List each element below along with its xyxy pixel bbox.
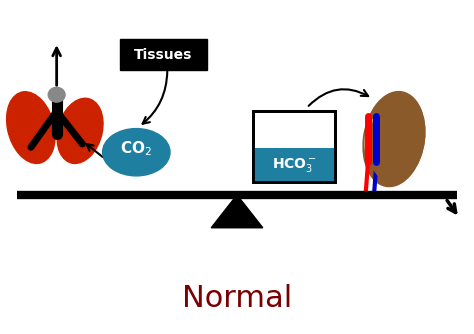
- Bar: [254, 111, 336, 182]
- Text: Tissues: Tissues: [134, 47, 192, 61]
- Polygon shape: [211, 195, 263, 228]
- Circle shape: [102, 129, 170, 176]
- FancyBboxPatch shape: [120, 39, 207, 70]
- Text: Normal: Normal: [182, 284, 292, 313]
- Bar: [254, 148, 336, 182]
- Text: CO$_2$: CO$_2$: [120, 139, 152, 158]
- Ellipse shape: [7, 92, 55, 163]
- Ellipse shape: [363, 92, 425, 187]
- Ellipse shape: [57, 98, 103, 163]
- Text: HCO$_3^-$: HCO$_3^-$: [272, 156, 317, 174]
- Ellipse shape: [48, 88, 65, 102]
- Ellipse shape: [365, 115, 392, 163]
- Ellipse shape: [369, 95, 425, 183]
- Bar: [254, 111, 336, 182]
